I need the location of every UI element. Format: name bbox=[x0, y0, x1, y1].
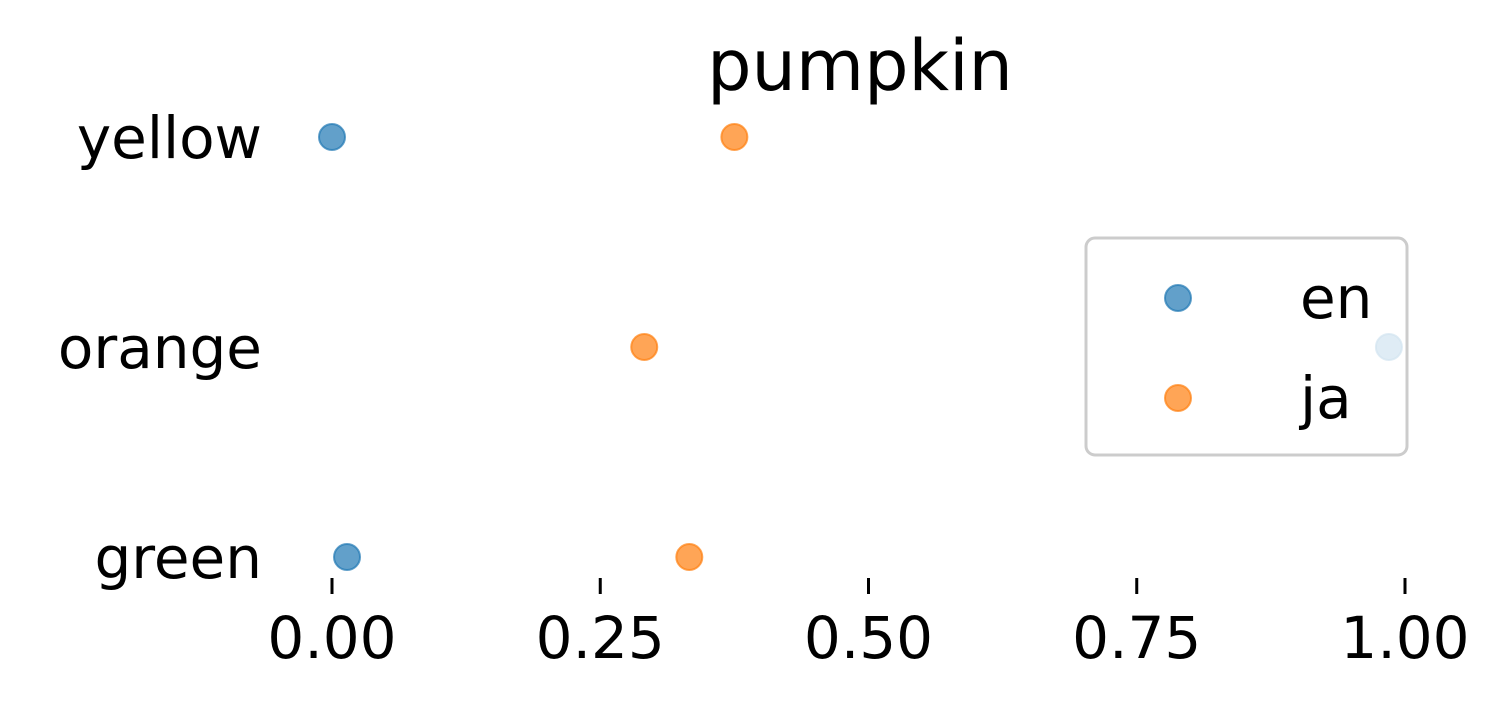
legend-entries: en ja bbox=[1164, 264, 1372, 432]
x-tick-label-1: 0.25 bbox=[536, 604, 665, 672]
x-tick-labels: 0.00 0.25 0.50 0.75 1.00 bbox=[267, 604, 1469, 672]
legend: en ja bbox=[1084, 236, 1409, 457]
chart-title: pumpkin bbox=[707, 25, 1013, 107]
y-tick-label-yellow: yellow bbox=[77, 104, 262, 172]
y-tick-label-orange: orange bbox=[58, 314, 262, 382]
point-en-yellow bbox=[318, 123, 346, 151]
legend-marker-ja bbox=[1164, 384, 1192, 412]
x-tick-label-0: 0.00 bbox=[267, 604, 396, 672]
point-ja-orange bbox=[630, 333, 659, 361]
point-en-green bbox=[333, 543, 362, 571]
x-tick-label-2: 0.50 bbox=[804, 604, 933, 672]
y-tick-labels: yellow orange green bbox=[58, 104, 262, 592]
legend-label-ja: ja bbox=[1298, 364, 1352, 432]
legend-label-en: en bbox=[1300, 264, 1372, 332]
y-tick-label-green: green bbox=[94, 524, 262, 592]
x-tick-label-3: 0.75 bbox=[1072, 604, 1201, 672]
legend-marker-en bbox=[1164, 284, 1192, 312]
point-ja-green bbox=[675, 543, 704, 571]
data-points bbox=[318, 123, 1403, 571]
x-tick-label-4: 1.00 bbox=[1340, 604, 1469, 672]
point-ja-yellow bbox=[720, 123, 749, 151]
x-tick-marks bbox=[330, 578, 1407, 594]
